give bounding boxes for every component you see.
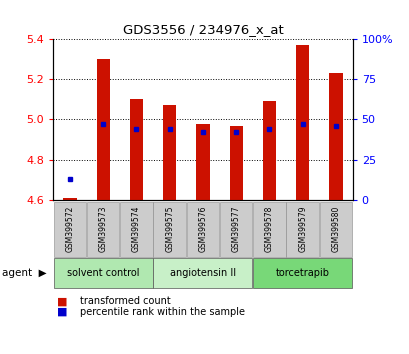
Bar	[163, 105, 176, 200]
Text: GSM399572: GSM399572	[65, 206, 74, 252]
Bar	[96, 59, 110, 200]
Text: torcetrapib: torcetrapib	[275, 268, 329, 278]
Bar	[229, 126, 242, 200]
Text: GSM399577: GSM399577	[231, 206, 240, 252]
Bar	[196, 124, 209, 200]
Text: angiotensin II: angiotensin II	[169, 268, 236, 278]
Text: GSM399578: GSM399578	[264, 206, 273, 252]
Text: GSM399576: GSM399576	[198, 206, 207, 252]
Text: solvent control: solvent control	[67, 268, 139, 278]
Text: GSM399580: GSM399580	[330, 206, 339, 252]
Text: agent  ▶: agent ▶	[2, 268, 47, 278]
Text: ■: ■	[57, 296, 68, 306]
Text: GSM399574: GSM399574	[132, 206, 141, 252]
Text: transformed count: transformed count	[80, 296, 170, 306]
Bar	[130, 99, 143, 200]
Bar	[328, 73, 342, 200]
Text: percentile rank within the sample: percentile rank within the sample	[80, 307, 244, 317]
Text: GSM399575: GSM399575	[165, 206, 174, 252]
Text: ■: ■	[57, 307, 68, 317]
Text: GSM399573: GSM399573	[99, 206, 108, 252]
Title: GDS3556 / 234976_x_at: GDS3556 / 234976_x_at	[122, 23, 283, 36]
Text: GSM399579: GSM399579	[297, 206, 306, 252]
Bar	[262, 101, 275, 200]
Bar	[295, 45, 309, 200]
Bar	[63, 198, 76, 200]
